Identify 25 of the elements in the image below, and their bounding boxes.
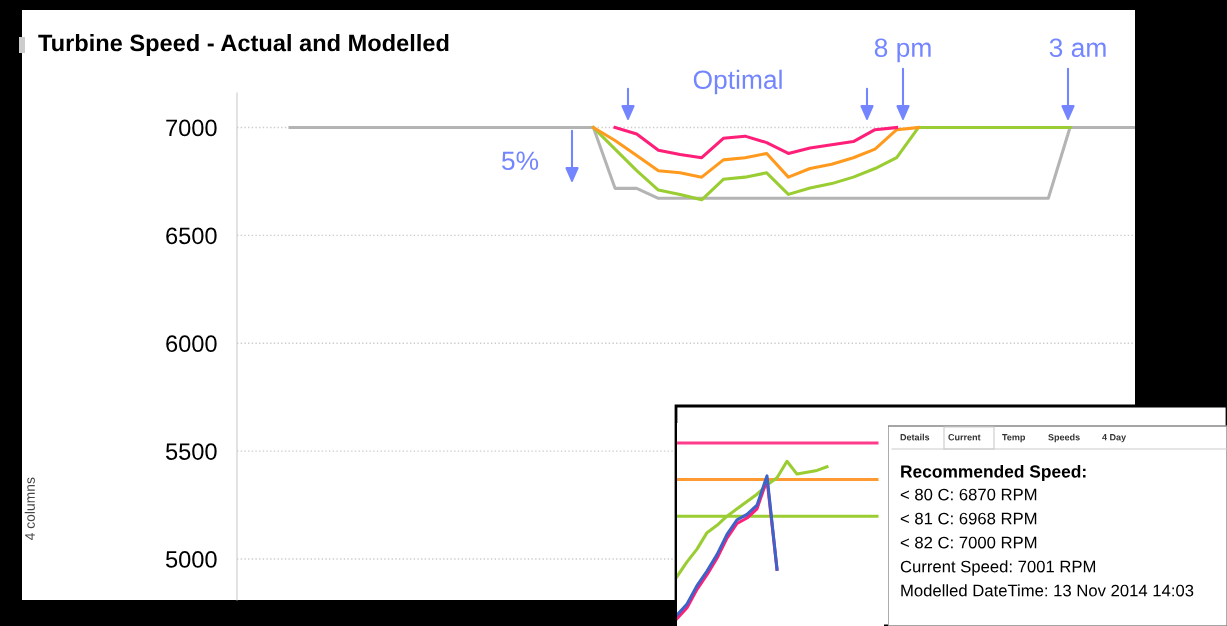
category-label: Speeds bbox=[1048, 433, 1080, 443]
annotation: 5% bbox=[501, 151, 539, 171]
text: 8 pm bbox=[874, 38, 931, 63]
annotation: Optimal bbox=[693, 69, 782, 95]
chart-title: Turbine Speed - Actual and Modelled bbox=[38, 34, 449, 56]
line-series bbox=[613, 125, 899, 160]
annotation: < 81 C: 6968 RPM bbox=[900, 512, 1037, 525]
text: Recommended Speed: bbox=[901, 464, 1086, 482]
category-label: Current bbox=[948, 434, 981, 441]
category-label: 4 Day bbox=[1102, 434, 1127, 443]
text: 3 am bbox=[1049, 38, 1106, 58]
y-tick-label: 6500 bbox=[166, 227, 217, 245]
annotation: < 80 C: 6870 RPM bbox=[900, 488, 1037, 501]
category-label: Temp bbox=[1002, 434, 1026, 443]
line-series bbox=[591, 125, 920, 179]
y-tick-label: 7000 bbox=[166, 119, 217, 137]
category-label: Details bbox=[900, 433, 930, 441]
y-axis-title: 4 columns bbox=[24, 477, 35, 541]
line-series bbox=[591, 125, 1072, 202]
y-tick-label: 5000 bbox=[165, 551, 217, 568]
annotation: < 82 C: 7000 RPM bbox=[900, 536, 1037, 549]
annotation: Modelled DateTime: 13 Nov 2014 14:03 bbox=[901, 584, 1194, 597]
y-tick-label: 6000 bbox=[166, 335, 217, 353]
annotation: Current Speed: 7001 RPM bbox=[900, 560, 1096, 576]
y-tick-label: 5500 bbox=[165, 443, 217, 460]
